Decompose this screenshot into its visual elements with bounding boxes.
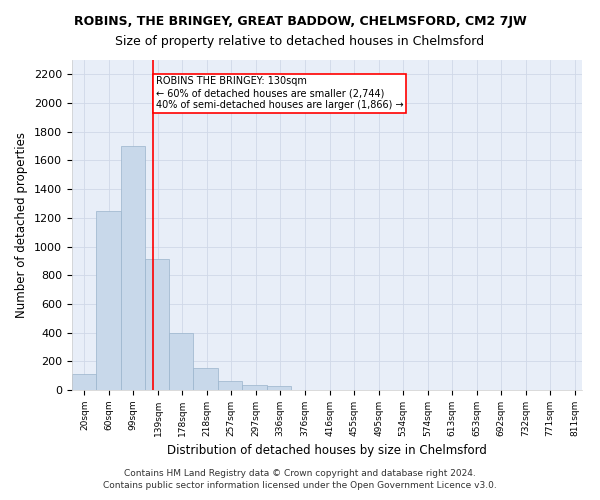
Text: Size of property relative to detached houses in Chelmsford: Size of property relative to detached ho… (115, 35, 485, 48)
Y-axis label: Number of detached properties: Number of detached properties (16, 132, 28, 318)
Bar (193, 368, 218, 390)
Bar (169, 334, 193, 390)
X-axis label: Distribution of detached houses by size in Chelmsford: Distribution of detached houses by size … (167, 444, 487, 458)
Bar (218, 380, 242, 390)
Text: Contains HM Land Registry data © Crown copyright and database right 2024.
Contai: Contains HM Land Registry data © Crown c… (103, 469, 497, 490)
Text: ROBINS THE BRINGEY: 130sqm
← 60% of detached houses are smaller (2,744)
40% of s: ROBINS THE BRINGEY: 130sqm ← 60% of deta… (155, 76, 403, 110)
Bar (266, 386, 291, 390)
Bar (96, 210, 121, 390)
Bar (121, 146, 145, 390)
Bar (72, 374, 96, 390)
Bar (242, 385, 266, 390)
Bar (145, 260, 169, 390)
Text: ROBINS, THE BRINGEY, GREAT BADDOW, CHELMSFORD, CM2 7JW: ROBINS, THE BRINGEY, GREAT BADDOW, CHELM… (74, 15, 526, 28)
